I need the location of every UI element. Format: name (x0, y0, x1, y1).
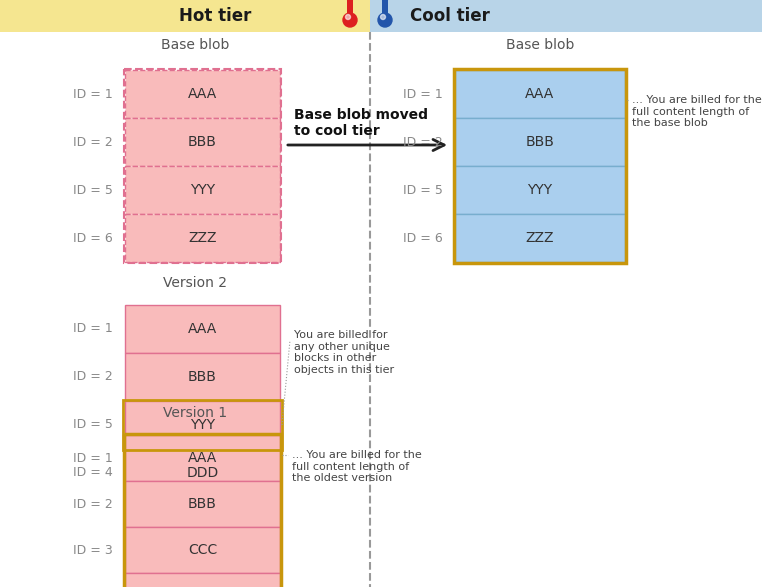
Circle shape (345, 15, 351, 19)
Text: Cool tier: Cool tier (410, 7, 490, 25)
Bar (124, 69, 281, 263)
Text: ID = 1: ID = 1 (73, 322, 113, 336)
Bar (125, 527, 280, 573)
Text: You are billed for
any other unique
blocks in other
objects in this tier: You are billed for any other unique bloc… (294, 330, 394, 375)
Text: ID = 6: ID = 6 (73, 231, 113, 245)
Text: ... You are billed for the
full content length of
the base blob: ... You are billed for the full content … (632, 95, 762, 128)
Bar (125, 573, 280, 587)
Bar (125, 118, 280, 166)
Bar (123, 400, 282, 450)
Bar (125, 481, 280, 527)
Circle shape (382, 0, 388, 1)
Circle shape (378, 13, 392, 27)
Text: Version 2: Version 2 (163, 276, 227, 290)
Bar (125, 166, 280, 214)
Text: Base blob: Base blob (506, 38, 575, 52)
Text: ID = 6: ID = 6 (403, 231, 443, 245)
Bar (455, 166, 625, 214)
Circle shape (343, 13, 357, 27)
Bar (455, 118, 625, 166)
Bar (454, 69, 626, 263)
Text: ID = 5: ID = 5 (73, 419, 113, 431)
Text: ID = 2: ID = 2 (73, 370, 113, 383)
Text: ID = 1: ID = 1 (403, 87, 443, 100)
Text: BBB: BBB (526, 135, 555, 149)
Text: Version 1: Version 1 (163, 406, 227, 420)
Circle shape (347, 0, 353, 1)
Bar (125, 401, 280, 449)
Text: AAA: AAA (188, 451, 217, 465)
Text: YYY: YYY (190, 183, 215, 197)
Circle shape (380, 15, 386, 19)
Bar (382, 0, 388, 20)
Bar (455, 214, 625, 262)
Text: ID = 2: ID = 2 (73, 136, 113, 149)
Text: AAA: AAA (188, 322, 217, 336)
Text: BBB: BBB (188, 497, 217, 511)
Text: Hot tier: Hot tier (179, 7, 251, 25)
Bar (455, 70, 625, 118)
Text: DDD: DDD (187, 466, 219, 480)
Text: AAA: AAA (188, 87, 217, 101)
Bar (125, 449, 280, 497)
Text: YYY: YYY (527, 183, 552, 197)
Text: YYY: YYY (190, 418, 215, 432)
Text: AAA: AAA (525, 87, 555, 101)
Text: ID = 5: ID = 5 (403, 184, 443, 197)
Text: ID = 2: ID = 2 (403, 136, 443, 149)
Text: ID = 5: ID = 5 (73, 184, 113, 197)
Text: ID = 4: ID = 4 (73, 467, 113, 480)
Text: ID = 3: ID = 3 (73, 544, 113, 556)
Text: BBB: BBB (188, 370, 217, 384)
Bar (125, 305, 280, 353)
Bar (347, 0, 353, 20)
Text: CCC: CCC (188, 543, 217, 557)
Bar (0, 0, 370, 32)
Bar (125, 353, 280, 401)
Bar (125, 214, 280, 262)
Text: BBB: BBB (188, 135, 217, 149)
Text: ZZZ: ZZZ (188, 231, 216, 245)
Text: ... You are billed for the
full content length of
the oldest version: ... You are billed for the full content … (292, 450, 421, 483)
Text: ID = 2: ID = 2 (73, 498, 113, 511)
Bar (370, 0, 762, 32)
Text: ID = 1: ID = 1 (73, 451, 113, 464)
Bar (125, 70, 280, 118)
Text: ID = 1: ID = 1 (73, 87, 113, 100)
Bar (124, 434, 281, 587)
Bar (125, 435, 280, 481)
Text: Base blob: Base blob (161, 38, 229, 52)
Text: Base blob moved
to cool tier: Base blob moved to cool tier (294, 108, 428, 138)
Text: ZZZ: ZZZ (526, 231, 554, 245)
